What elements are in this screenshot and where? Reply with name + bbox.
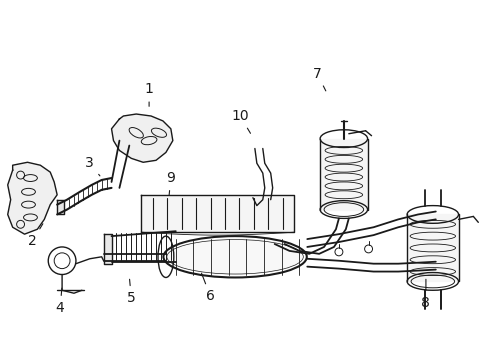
Polygon shape <box>167 239 302 275</box>
Polygon shape <box>407 215 458 282</box>
Text: 2: 2 <box>28 224 43 248</box>
Text: 1: 1 <box>144 82 153 106</box>
Text: 9: 9 <box>166 171 175 195</box>
Polygon shape <box>320 139 367 210</box>
Text: 4: 4 <box>56 288 64 315</box>
Text: 5: 5 <box>127 279 135 305</box>
Text: 6: 6 <box>201 273 214 303</box>
Polygon shape <box>57 200 64 215</box>
Text: 10: 10 <box>231 109 250 133</box>
Polygon shape <box>111 114 172 162</box>
Polygon shape <box>103 234 111 264</box>
Text: 3: 3 <box>85 156 100 176</box>
Polygon shape <box>141 195 294 232</box>
Polygon shape <box>8 162 57 234</box>
Text: 7: 7 <box>312 67 325 91</box>
Text: 8: 8 <box>421 279 429 310</box>
